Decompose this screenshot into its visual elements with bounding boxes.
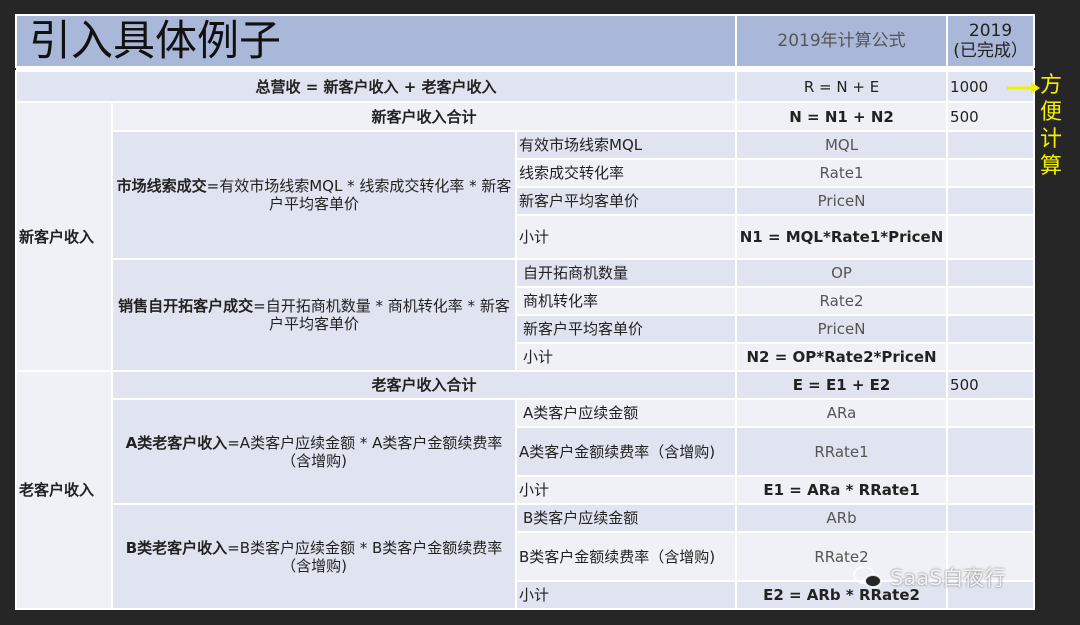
value-cell — [946, 580, 1036, 610]
subtotal-label: 小计 — [514, 342, 738, 372]
subtotal-formula: N2 = OP*Rate2*PriceN — [735, 342, 949, 372]
item-formula: PriceN — [735, 314, 949, 344]
sales-formula: 销售自开拓客户成交=自开拓商机数量 * 商机转化率 * 新客户平均客单价 — [111, 258, 517, 372]
market-desc: =有效市场线索MQL * 线索成交转化率 * 新客户平均客单价 — [206, 177, 512, 213]
year-column-header: 2019 (已完成） — [946, 14, 1036, 68]
year: 2019 — [968, 21, 1013, 41]
value-cell — [946, 158, 1036, 188]
item-label: 新客户平均客单价 — [514, 314, 738, 344]
page-title: 引入具体例子 — [14, 14, 738, 68]
subtotal-formula: E2 = ARb * RRate2 — [735, 580, 949, 610]
item-formula: OP — [735, 258, 949, 288]
a-class-desc: =A类客户应续金额 * A类客户金额续费率（含增购) — [227, 433, 503, 470]
item-formula: Rate1 — [735, 158, 949, 188]
total-formula: R = N + E — [735, 70, 949, 103]
value-cell — [946, 186, 1036, 216]
item-label: 自开拓商机数量 — [514, 258, 738, 288]
item-formula: Rate2 — [735, 286, 949, 316]
formula-column-header: 2019年计算公式 — [735, 14, 949, 68]
value-cell — [946, 130, 1036, 160]
item-label: 有效市场线索MQL — [514, 130, 738, 160]
sales-title: 销售自开拓客户成交 — [118, 297, 254, 315]
value-cell — [946, 342, 1036, 372]
value-cell — [946, 398, 1036, 428]
b-class-formula: B类老客户收入=B类客户应续金额 * B类客户金额续费率（含增购) — [111, 503, 517, 610]
value-cell — [946, 214, 1036, 260]
subtotal-label: 小计 — [514, 214, 738, 260]
new-customer-label: 新客户收入 — [15, 101, 113, 372]
b-class-desc: =B类客户应续金额 * B类客户金额续费率（含增购) — [227, 538, 503, 575]
revenue-table: 引入具体例子 2019年计算公式 2019 (已完成） 总营收 = 新客户收入 +… — [14, 14, 1036, 610]
item-label: B类客户应续金额 — [514, 503, 738, 533]
value-cell — [946, 475, 1036, 505]
item-label: 新客户平均客单价 — [514, 186, 738, 216]
value-cell — [946, 503, 1036, 533]
item-formula: RRate1 — [735, 426, 949, 477]
annotation-note: 方便计算 — [1040, 73, 1063, 179]
value-cell — [946, 426, 1036, 477]
year-status: (已完成） — [953, 41, 1028, 61]
old-total-value: 500 — [946, 370, 1036, 400]
watermark: SaaS白夜行 — [852, 562, 1005, 592]
item-label: 商机转化率 — [514, 286, 738, 316]
item-formula: ARa — [735, 398, 949, 428]
item-formula: ARb — [735, 503, 949, 533]
b-class-title: B类老客户收入 — [125, 538, 228, 557]
old-customer-label: 老客户收入 — [15, 370, 113, 610]
item-label: A类客户应续金额 — [514, 398, 738, 428]
value-cell — [946, 258, 1036, 288]
item-formula: RRate2 — [735, 531, 949, 582]
value-cell — [946, 286, 1036, 316]
sales-desc: =自开拓商机数量 * 商机转化率 * 新客户平均客单价 — [253, 297, 510, 333]
new-total-value: 500 — [946, 101, 1036, 132]
watermark-text: SaaS白夜行 — [890, 566, 1006, 590]
a-class-title: A类老客户收入 — [125, 433, 228, 452]
market-title: 市场线索成交 — [116, 177, 207, 195]
old-total-label: 老客户收入合计 — [110, 370, 738, 400]
total-row: 总营收 = 新客户收入 + 老客户收入 R = N + E 1000 — [14, 70, 1036, 103]
total-label: 总营收 = 新客户收入 + 老客户收入 — [14, 70, 738, 103]
a-class-formula: A类老客户收入=A类客户应续金额 * A类客户金额续费率（含增购) — [111, 398, 517, 505]
subtotal-label: 小计 — [514, 580, 738, 610]
old-total-formula: E = E1 + E2 — [735, 370, 949, 400]
subtotal-formula: N1 = MQL*Rate1*PriceN — [735, 214, 949, 260]
wechat-icon — [853, 566, 882, 588]
item-label: A类客户金额续费率（含增购) — [514, 426, 738, 477]
item-formula: PriceN — [735, 186, 949, 216]
market-formula: 市场线索成交=有效市场线索MQL * 线索成交转化率 * 新客户平均客单价 — [111, 130, 517, 260]
arrow-right-icon — [1007, 82, 1040, 94]
item-label: 线索成交转化率 — [514, 158, 738, 188]
new-total-label: 新客户收入合计 — [110, 101, 738, 132]
item-formula: MQL — [735, 130, 949, 160]
value-cell — [946, 531, 1036, 582]
subtotal-label: 小计 — [514, 475, 738, 505]
new-total-formula: N = N1 + N2 — [735, 101, 949, 132]
value-cell — [946, 314, 1036, 344]
item-label: B类客户金额续费率（含增购) — [514, 531, 738, 582]
subtotal-formula: E1 = ARa * RRate1 — [735, 475, 949, 505]
